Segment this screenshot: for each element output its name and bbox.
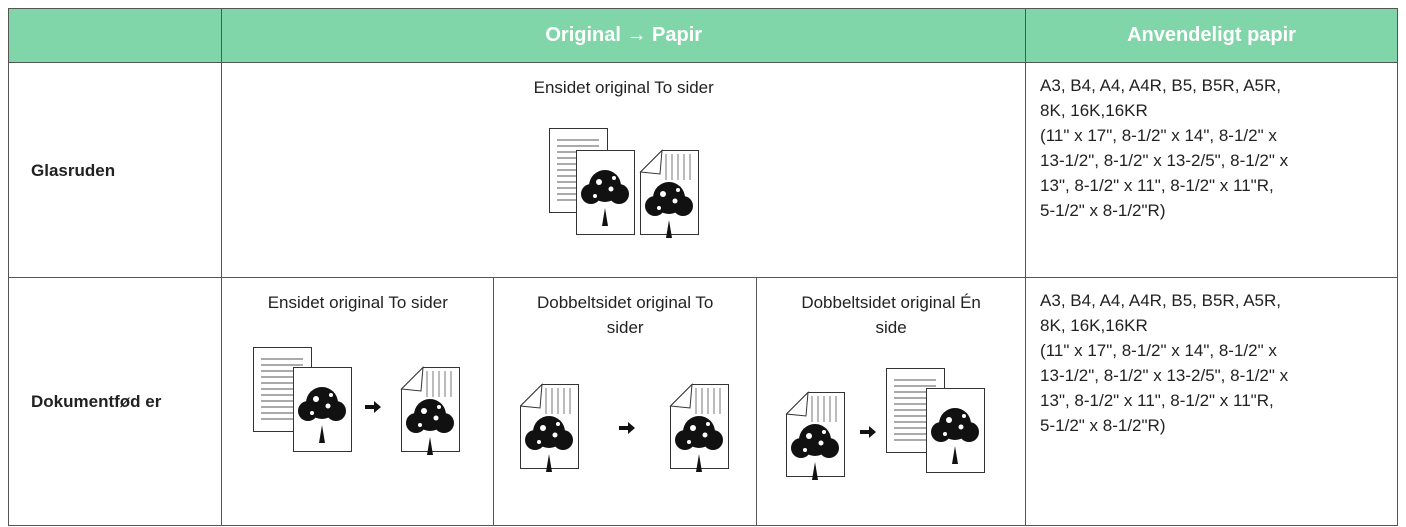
case-cell: Ensidet original To sider xyxy=(221,277,495,526)
row: Glasruden Ensidet original To sider A3, … xyxy=(7,62,1398,278)
paper-line: 5-1/2" x 8-1/2"R) xyxy=(1040,416,1166,435)
paper-line: 13", 8-1/2" x 11", 8-1/2" x 11"R, xyxy=(1040,391,1274,410)
paper-line: 8K, 16K,16KR xyxy=(1040,101,1148,120)
header-cell: Anvendeligt papir xyxy=(1025,8,1398,63)
case-caption: Dobbeltsidet original Én side xyxy=(801,293,981,337)
paper-line: (11" x 17", 8-1/2" x 14", 8-1/2" x xyxy=(1040,126,1277,145)
corner-cell xyxy=(7,8,223,63)
paper-line: A3, B4, A4, A4R, B5, B5R, A5R, xyxy=(1040,291,1282,310)
paper-line: (11" x 17", 8-1/2" x 14", 8-1/2" x xyxy=(1040,341,1277,360)
paper-table: Original → Papir Anvendeligt papir Glasr… xyxy=(7,8,1398,526)
paper-line: 13-1/2", 8-1/2" x 13-2/5", 8-1/2" x xyxy=(1040,151,1289,170)
paper-line: 13", 8-1/2" x 11", 8-1/2" x 11"R, xyxy=(1040,176,1274,195)
case-cell: Dobbeltsidet original Én side xyxy=(756,277,1027,526)
row: Dokumentfød er Ensidet original To sider… xyxy=(7,277,1398,526)
icon xyxy=(786,368,996,484)
paper-cell: A3, B4, A4, A4R, B5, B5R, A5R, 8K, 16K,16… xyxy=(1025,277,1398,526)
header-cell: Original → Papir xyxy=(221,8,1027,63)
case-caption: Ensidet original To sider xyxy=(533,78,714,97)
paper-cell: A3, B4, A4, A4R, B5, B5R, A5R, 8K, 16K,16… xyxy=(1025,62,1398,278)
paper-line: 13-1/2", 8-1/2" x 13-2/5", 8-1/2" x xyxy=(1040,366,1289,385)
paper-line: 5-1/2" x 8-1/2"R) xyxy=(1040,201,1166,220)
header-row: Original → Papir Anvendeligt papir xyxy=(7,8,1398,63)
icon xyxy=(252,347,463,459)
case-cell: Dobbeltsidet original To sider xyxy=(493,277,758,526)
case-caption: Dobbeltsidet original To sider xyxy=(536,293,714,337)
paper-line: A3, B4, A4, A4R, B5, B5R, A5R, xyxy=(1040,76,1282,95)
icon xyxy=(548,128,699,244)
paper-line: 8K, 16K,16KR xyxy=(1040,316,1148,335)
row-label: Dokumentfød er xyxy=(7,277,223,526)
case-cell: Ensidet original To sider xyxy=(221,62,1027,278)
icon xyxy=(520,354,730,484)
case-caption: Ensidet original To sider xyxy=(267,293,448,312)
row-label: Glasruden xyxy=(7,62,223,278)
